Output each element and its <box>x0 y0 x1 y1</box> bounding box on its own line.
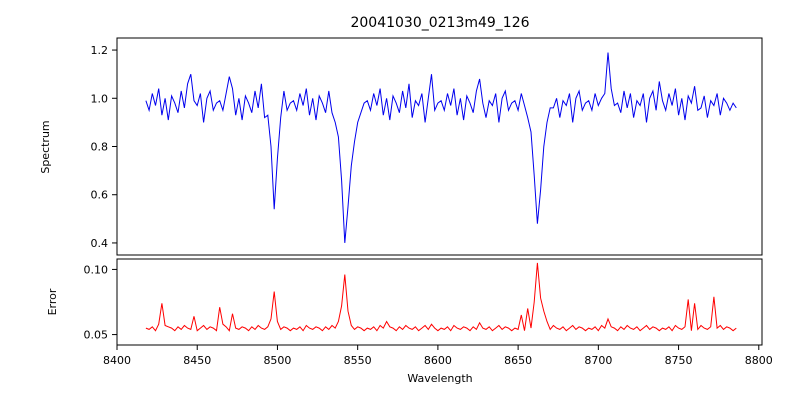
x-tick-label: 8800 <box>745 354 773 367</box>
error-line <box>145 262 737 332</box>
y-tick-label: 0.4 <box>91 237 109 250</box>
x-tick-label: 8500 <box>263 354 291 367</box>
x-tick-label: 8600 <box>424 354 452 367</box>
y-tick-label: 1.2 <box>91 44 109 57</box>
x-axis-label: Wavelength <box>407 372 472 385</box>
x-tick-label: 8750 <box>665 354 693 367</box>
y-tick-label: 0.8 <box>91 141 109 154</box>
x-tick-label: 8650 <box>504 354 532 367</box>
y-tick-label: 0.10 <box>84 263 109 276</box>
x-tick-label: 8700 <box>584 354 612 367</box>
y-tick-label: 1.0 <box>91 92 109 105</box>
y-axis-label-error: Error <box>46 288 59 315</box>
error-axes-frame <box>116 258 763 346</box>
y-tick-label: 0.6 <box>91 189 109 202</box>
x-tick-label: 8400 <box>103 354 131 367</box>
spectrum-axes-frame <box>116 37 763 256</box>
spectrum-line <box>145 52 737 243</box>
x-tick-label: 8450 <box>183 354 211 367</box>
x-tick-label: 8550 <box>344 354 372 367</box>
chart-title: 20041030_0213m49_126 <box>350 15 529 31</box>
y-tick-label: 0.05 <box>84 329 109 342</box>
y-axis-label-spectrum: Spectrum <box>39 120 52 173</box>
